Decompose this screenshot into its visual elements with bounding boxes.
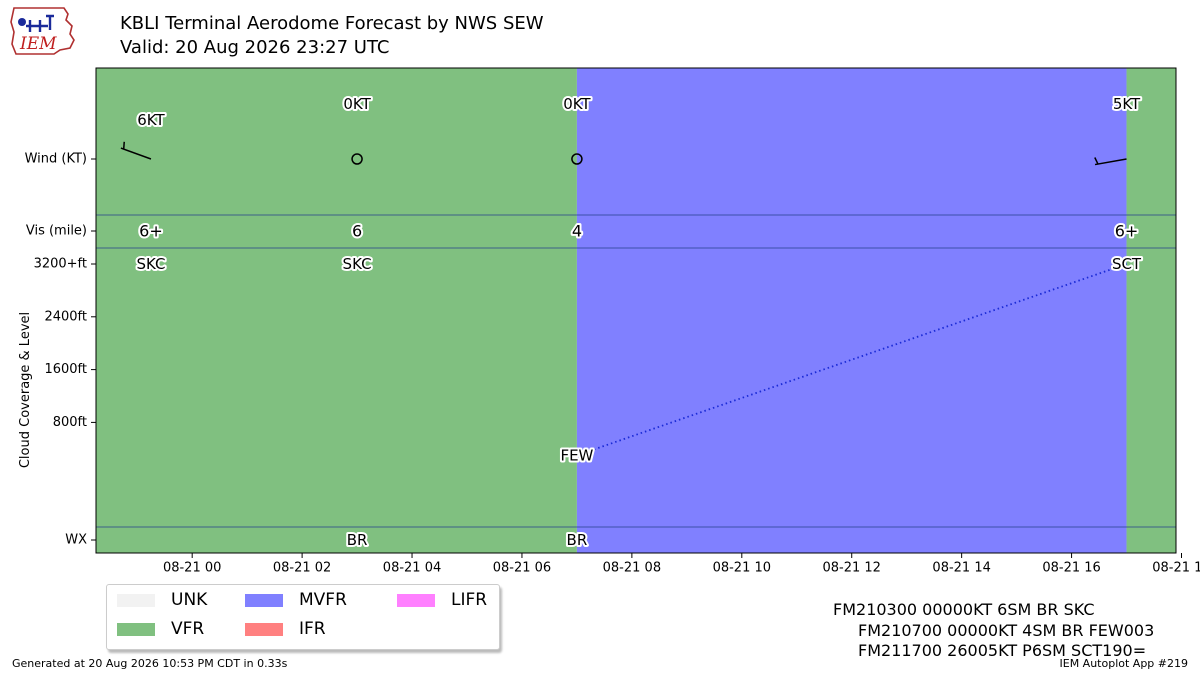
legend-item-vfr: VFR: [117, 617, 204, 641]
wind-barb-staff: [1094, 158, 1127, 166]
wind-label: 5KT: [1113, 95, 1141, 113]
x-tick-label: 08-21 04: [383, 561, 441, 576]
legend: UNK MVFR LIFR VFR IFR: [106, 584, 500, 650]
legend-label: MVFR: [299, 590, 347, 610]
wind-barb: [120, 141, 152, 160]
visibility-label: 4: [572, 222, 582, 241]
y-tick-label: 3200+ft: [34, 257, 87, 272]
legend-swatch: [117, 593, 155, 607]
x-tick-label: 08-21 10: [713, 561, 771, 576]
y-tick-label: 1600ft: [44, 362, 87, 377]
weather-label: BR: [567, 531, 588, 549]
wind-barb-flag: [1094, 157, 1099, 165]
iem-logo: IEM: [10, 7, 75, 55]
cloud-cover-label: FEW: [560, 446, 593, 464]
x-tick-label: 08-21 14: [932, 561, 990, 576]
chart-title: KBLI Terminal Aerodome Forecast by NWS S…: [120, 13, 544, 34]
x-tick-label: 08-21 06: [493, 561, 551, 576]
legend-label: LIFR: [451, 590, 488, 610]
app-footer: IEM Autoplot App #219: [1059, 657, 1189, 670]
category-band-vfr: [1126, 68, 1176, 553]
wind-label: 0KT: [343, 95, 371, 113]
visibility-label: 6+: [139, 222, 163, 241]
x-tick-label: 08-21 12: [822, 561, 880, 576]
calm-wind-circle: [351, 153, 363, 165]
category-band-mvfr: [576, 68, 1127, 553]
generated-footer: Generated at 20 Aug 2026 10:53 PM CDT in…: [12, 657, 288, 670]
wind-label: 0KT: [563, 95, 591, 113]
weather-label: BR: [347, 531, 368, 549]
cloud-cover-label: SKC: [343, 255, 372, 273]
wind-barb-staff: [120, 147, 152, 160]
legend-swatch: [245, 622, 283, 636]
y-row-label: Wind (KT): [25, 152, 87, 167]
plot-frame: [95, 67, 1177, 554]
cloud-cover-label: SCT: [1112, 255, 1142, 273]
y-tick-label: 2400ft: [44, 309, 87, 324]
visibility-label: 6: [352, 222, 362, 241]
legend-label: VFR: [171, 619, 205, 639]
legend-swatch: [117, 622, 155, 636]
x-tick-label: 08-21 00: [163, 561, 221, 576]
wind-barb: [1094, 157, 1127, 166]
calm-wind-circle: [571, 153, 583, 165]
y-row-label: WX: [65, 533, 87, 548]
legend-label: IFR: [299, 619, 326, 639]
visibility-label: 6+: [1115, 222, 1139, 241]
x-tick-label: 08-21 08: [603, 561, 661, 576]
x-tick-label: 08-21 18: [1152, 561, 1200, 576]
legend-item-ifr: IFR: [245, 617, 326, 641]
cloud-cover-label: SKC: [136, 255, 165, 273]
legend-swatch: [245, 593, 283, 607]
y-tick-label: 800ft: [53, 415, 87, 430]
legend-item-unk: UNK: [117, 588, 207, 612]
taf-line: FM211700 26005KT P6SM SCT190=: [858, 641, 1147, 660]
taf-line: FM210700 00000KT 4SM BR FEW003: [858, 621, 1155, 640]
y-axis-label: Cloud Coverage & Level: [18, 312, 33, 468]
legend-swatch: [397, 593, 435, 607]
legend-label: UNK: [171, 590, 208, 610]
wind-barb-flag: [122, 141, 125, 150]
wind-label: 6KT: [137, 111, 165, 129]
category-band-vfr: [96, 68, 577, 553]
taf-line: FM210300 00000KT 6SM BR SKC: [833, 600, 1095, 619]
legend-item-lifr: LIFR: [397, 588, 487, 612]
legend-item-mvfr: MVFR: [245, 588, 347, 612]
y-row-label: Vis (mile): [26, 224, 87, 239]
x-tick-label: 08-21 16: [1042, 561, 1100, 576]
logo-text: IEM: [19, 34, 57, 54]
chart-subtitle: Valid: 20 Aug 2026 23:27 UTC: [120, 37, 390, 58]
x-tick-label: 08-21 02: [273, 561, 331, 576]
taf-chart: 6KT 6+ SKC 0KT 6 SKC BR 0KT 4 FEW BR 5KT 6+ SCT 08-21…: [18, 67, 1200, 576]
